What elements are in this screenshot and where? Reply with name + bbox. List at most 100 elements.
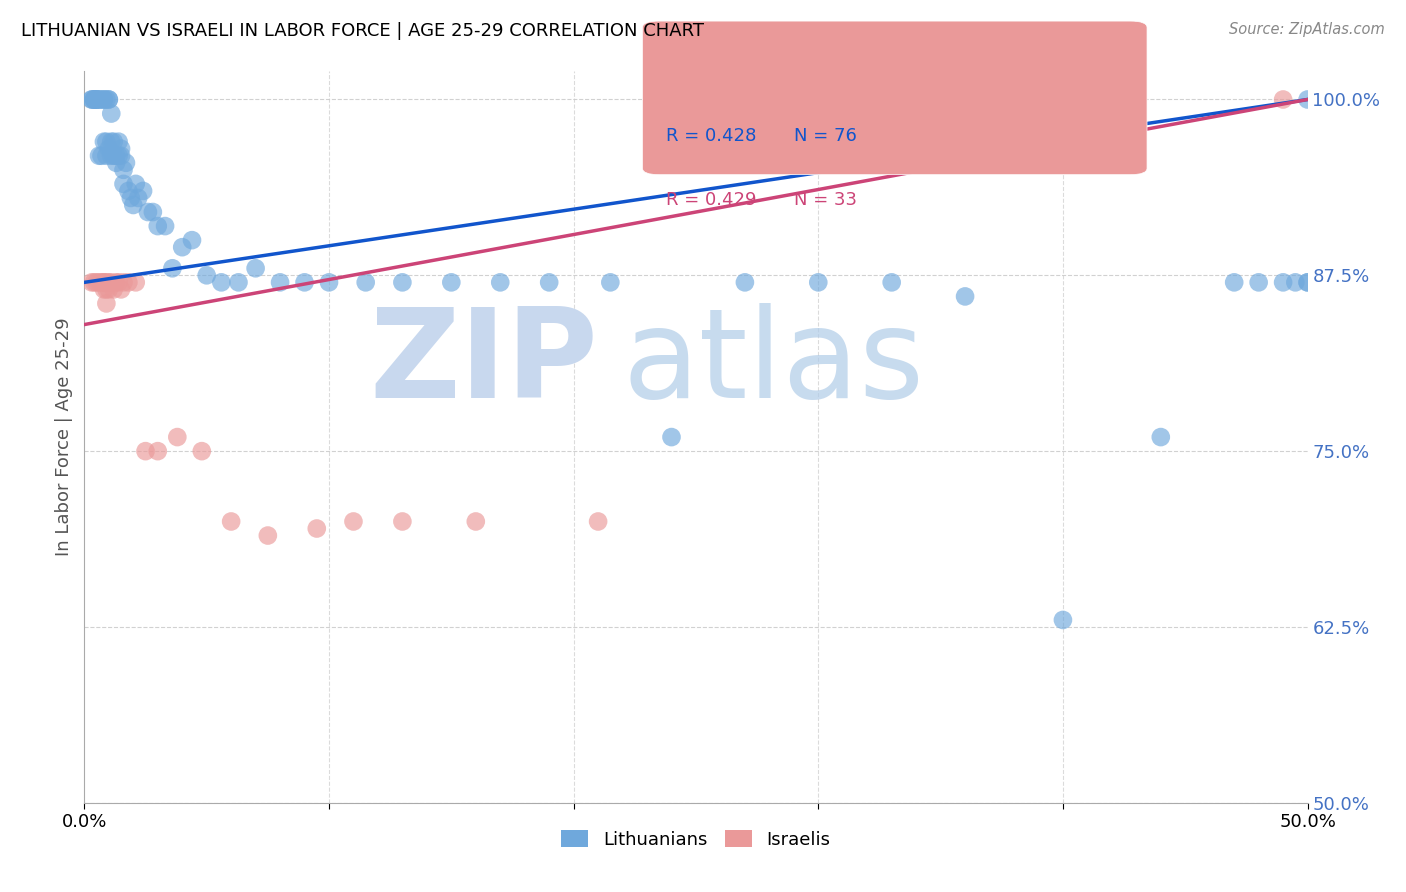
Point: [93, 276, 115, 290]
Point: [100, 149, 122, 163]
Point: [86, 93, 108, 107]
Point: [80, 93, 103, 107]
Point: [112, 276, 135, 290]
Point: [661, 430, 683, 444]
Point: [1272, 276, 1295, 290]
Point: [93, 135, 115, 149]
Point: [146, 444, 169, 458]
Point: [257, 528, 280, 542]
Point: [318, 276, 340, 290]
Point: [342, 515, 364, 529]
Point: [112, 162, 135, 177]
Point: [1150, 430, 1173, 444]
Point: [103, 282, 125, 296]
Point: [125, 276, 148, 290]
Point: [83, 93, 105, 107]
Point: [127, 191, 149, 205]
Point: [110, 282, 132, 296]
Point: [96, 135, 118, 149]
Point: [83, 93, 105, 107]
Point: [172, 240, 194, 254]
Point: [1052, 613, 1074, 627]
Point: [107, 135, 129, 149]
Point: [105, 149, 128, 163]
Point: [734, 276, 756, 290]
Point: [110, 142, 132, 156]
Point: [464, 515, 486, 529]
Point: [80, 93, 103, 107]
Point: [117, 184, 139, 198]
Point: [1247, 276, 1270, 290]
Point: [142, 205, 165, 219]
Point: [96, 149, 118, 163]
Point: [110, 149, 132, 163]
Point: [228, 276, 250, 290]
Point: [96, 276, 118, 290]
Point: [354, 276, 377, 290]
Point: [269, 276, 291, 290]
Point: [97, 142, 120, 156]
Point: [96, 296, 118, 310]
Point: [86, 276, 108, 290]
Point: [93, 93, 115, 107]
Point: [105, 276, 128, 290]
Point: [489, 276, 512, 290]
Point: [90, 149, 112, 163]
Point: [807, 276, 830, 290]
Point: [86, 93, 108, 107]
Point: [103, 135, 125, 149]
Point: [153, 219, 176, 233]
Point: [599, 276, 621, 290]
Point: [132, 184, 155, 198]
Point: [181, 233, 204, 247]
Point: [294, 276, 316, 290]
Point: [305, 522, 328, 536]
Point: [136, 205, 159, 219]
Point: [97, 282, 120, 296]
Point: [87, 93, 110, 107]
Text: atlas: atlas: [623, 303, 925, 425]
Point: [93, 276, 115, 290]
Point: [391, 276, 413, 290]
Point: [97, 93, 120, 107]
Point: [1272, 93, 1295, 107]
Point: [146, 219, 169, 233]
Point: [90, 93, 112, 107]
Point: [107, 276, 129, 290]
Point: [538, 276, 561, 290]
Point: [83, 93, 105, 107]
Point: [97, 276, 120, 290]
Point: [166, 430, 188, 444]
Point: [880, 276, 903, 290]
Point: [117, 276, 139, 290]
Point: [586, 515, 609, 529]
Point: [953, 289, 976, 303]
Point: [122, 198, 145, 212]
Point: [391, 515, 413, 529]
Point: [87, 276, 110, 290]
Point: [83, 276, 105, 290]
Point: [1223, 276, 1246, 290]
Point: [90, 276, 112, 290]
Point: [191, 444, 214, 458]
Legend: Lithuanians, Israelis: Lithuanians, Israelis: [554, 822, 838, 856]
Point: [105, 156, 128, 170]
Point: [103, 149, 125, 163]
Y-axis label: In Labor Force | Age 25-29: In Labor Force | Age 25-29: [55, 318, 73, 557]
Point: [219, 515, 242, 529]
Point: [209, 276, 232, 290]
Point: [93, 93, 115, 107]
Point: [1284, 276, 1306, 290]
Point: [245, 261, 267, 276]
Point: [100, 135, 122, 149]
Point: [120, 191, 142, 205]
Point: [86, 93, 108, 107]
Text: Source: ZipAtlas.com: Source: ZipAtlas.com: [1229, 22, 1385, 37]
Text: LITHUANIAN VS ISRAELI IN LABOR FORCE | AGE 25-29 CORRELATION CHART: LITHUANIAN VS ISRAELI IN LABOR FORCE | A…: [21, 22, 704, 40]
Point: [135, 444, 157, 458]
Text: ZIP: ZIP: [370, 303, 598, 425]
Point: [125, 177, 148, 191]
Point: [115, 156, 138, 170]
Point: [162, 261, 184, 276]
Point: [100, 106, 122, 120]
